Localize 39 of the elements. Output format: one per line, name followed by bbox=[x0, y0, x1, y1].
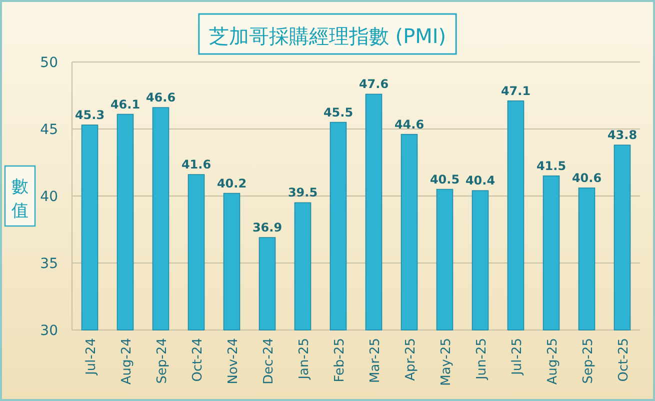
data-label: 43.8 bbox=[607, 128, 638, 142]
data-label: 36.9 bbox=[252, 220, 282, 235]
x-tick-label: Mar-25 bbox=[368, 338, 383, 383]
data-label: 41.6 bbox=[181, 158, 212, 172]
x-tick-label: Aug-25 bbox=[545, 338, 560, 385]
x-tick-label: Jul-25 bbox=[510, 338, 525, 376]
data-label: 40.5 bbox=[430, 172, 460, 186]
x-tick-label: Oct-24 bbox=[190, 338, 206, 382]
data-label: 47.1 bbox=[500, 84, 531, 98]
data-label: 45.5 bbox=[323, 105, 354, 120]
x-tick-label: Feb-25 bbox=[332, 338, 348, 382]
data-label: 44.6 bbox=[394, 117, 424, 132]
y-tick-label: 45 bbox=[40, 122, 58, 138]
data-label: 40.6 bbox=[572, 170, 602, 185]
y-tick-label: 50 bbox=[40, 55, 58, 71]
chart-title: 芝加哥採購經理指數 (PMI) bbox=[208, 24, 446, 48]
data-label: 47.6 bbox=[358, 77, 389, 92]
data-label: 39.5 bbox=[288, 186, 318, 200]
data-label: 40.2 bbox=[216, 176, 247, 190]
x-tick-label: Nov-24 bbox=[226, 338, 241, 384]
data-label: 46.6 bbox=[146, 90, 176, 105]
x-tick-label: Aug-24 bbox=[119, 338, 134, 385]
x-tick-label: Jul-24 bbox=[84, 338, 99, 376]
x-tick-label: Dec-24 bbox=[261, 338, 276, 384]
x-tick-label: Apr-25 bbox=[403, 338, 418, 381]
y-tick-label: 30 bbox=[40, 323, 58, 339]
data-label: 41.5 bbox=[536, 158, 566, 173]
x-tick-label: Jan-25 bbox=[296, 338, 312, 380]
x-tick-label: Jun-25 bbox=[474, 338, 490, 381]
x-tick-label: Sep-25 bbox=[580, 338, 596, 384]
y-tick-label: 40 bbox=[40, 189, 58, 205]
x-tick-label: Oct-25 bbox=[616, 338, 632, 382]
y-tick-label: 35 bbox=[40, 256, 58, 272]
data-label: 45.3 bbox=[74, 108, 105, 122]
data-label: 40.4 bbox=[465, 174, 496, 188]
y-axis-title: 數值 bbox=[12, 177, 28, 221]
x-tick-label: May-25 bbox=[438, 338, 454, 386]
data-label: 46.1 bbox=[110, 97, 140, 112]
x-tick-label: Sep-24 bbox=[154, 338, 170, 384]
